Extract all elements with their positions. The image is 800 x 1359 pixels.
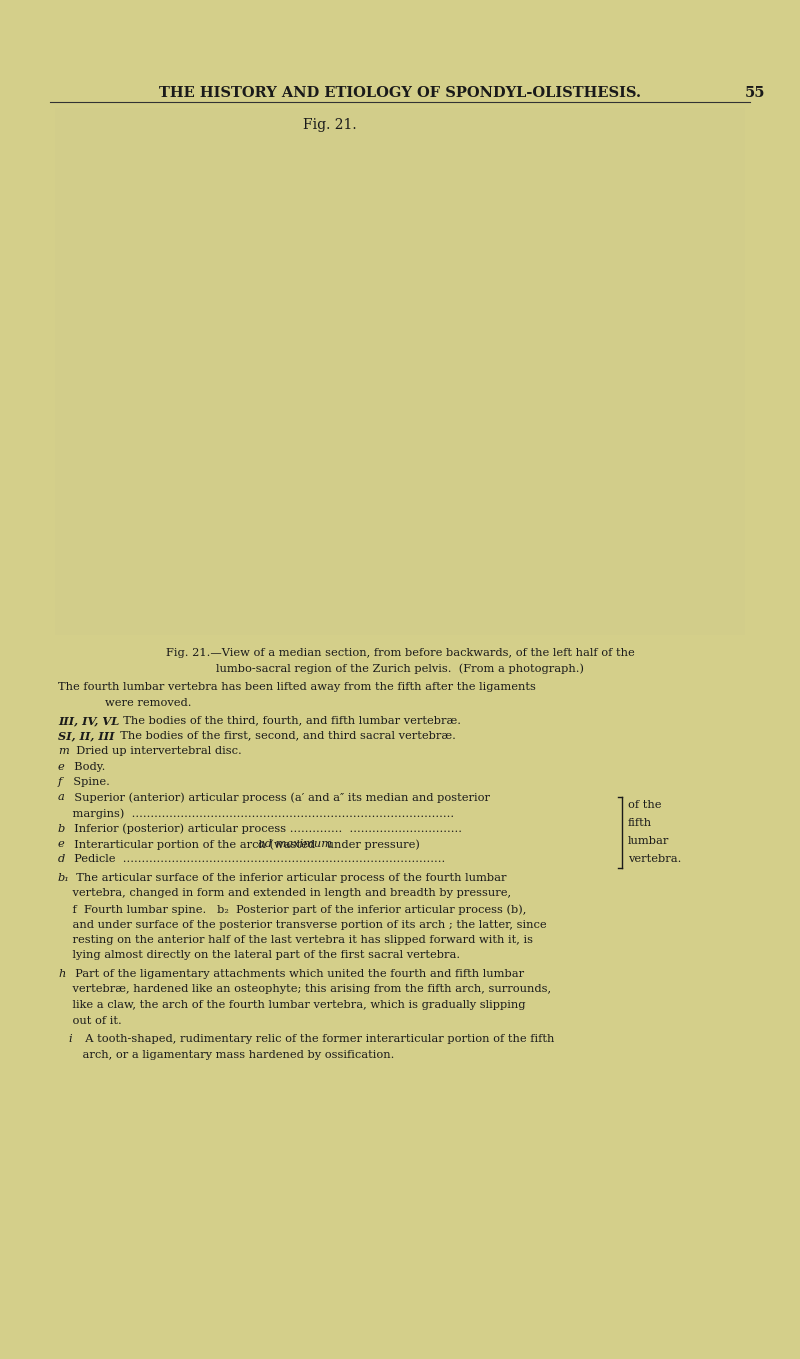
Text: Superior (anterior) articular process (a′ and a″ its median and posterior: Superior (anterior) articular process (a… bbox=[67, 792, 490, 803]
Text: fifth: fifth bbox=[628, 818, 652, 829]
Text: 55: 55 bbox=[745, 86, 766, 101]
Text: lumbo-sacral region of the Zurich pelvis.  (From a photograph.): lumbo-sacral region of the Zurich pelvis… bbox=[216, 663, 584, 674]
Text: Pedicle  .......................................................................: Pedicle ................................… bbox=[67, 855, 446, 864]
Text: margins)  ......................................................................: margins) ...............................… bbox=[58, 809, 454, 818]
Text: were removed.: were removed. bbox=[105, 697, 191, 708]
Text: resting on the anterior half of the last vertebra it has slipped forward with it: resting on the anterior half of the last… bbox=[58, 935, 533, 945]
Text: d: d bbox=[58, 855, 66, 864]
Text: The bodies of the third, fourth, and fifth lumbar vertebræ.: The bodies of the third, fourth, and fif… bbox=[116, 715, 461, 724]
Text: III, IV, VL: III, IV, VL bbox=[58, 715, 119, 726]
Text: and under surface of the posterior transverse portion of its arch ; the latter, : and under surface of the posterior trans… bbox=[58, 920, 546, 930]
Text: lumbar: lumbar bbox=[628, 836, 670, 847]
Text: h: h bbox=[58, 969, 66, 978]
Text: e: e bbox=[58, 839, 65, 849]
Text: like a claw, the arch of the fourth lumbar vertebra, which is gradually slipping: like a claw, the arch of the fourth lumb… bbox=[58, 1000, 526, 1010]
Text: lying almost directly on the lateral part of the first sacral vertebra.: lying almost directly on the lateral par… bbox=[58, 950, 460, 961]
Text: e: e bbox=[58, 761, 65, 772]
Text: Spine.: Spine. bbox=[66, 777, 110, 787]
Text: a: a bbox=[58, 792, 65, 803]
Text: under pressure): under pressure) bbox=[323, 839, 420, 849]
Text: vertebra, changed in form and extended in length and breadth by pressure,: vertebra, changed in form and extended i… bbox=[58, 889, 511, 898]
Text: Part of the ligamentary attachments which united the fourth and fifth lumbar: Part of the ligamentary attachments whic… bbox=[68, 969, 524, 978]
Text: m: m bbox=[58, 746, 69, 756]
Text: arch, or a ligamentary mass hardened by ossification.: arch, or a ligamentary mass hardened by … bbox=[68, 1049, 394, 1060]
Text: A tooth-shaped, rudimentary relic of the former interarticular portion of the fi: A tooth-shaped, rudimentary relic of the… bbox=[78, 1034, 554, 1044]
Text: Body.: Body. bbox=[67, 761, 106, 772]
Text: b: b bbox=[58, 824, 66, 833]
Text: Fig. 21.—View of a median section, from before backwards, of the left half of th: Fig. 21.—View of a median section, from … bbox=[166, 648, 634, 658]
Text: f: f bbox=[58, 777, 62, 787]
Text: of the: of the bbox=[628, 800, 662, 810]
Text: SI, II, III: SI, II, III bbox=[58, 731, 114, 742]
Text: out of it.: out of it. bbox=[58, 1015, 122, 1026]
Text: b₁: b₁ bbox=[58, 872, 70, 883]
Text: The articular surface of the inferior articular process of the fourth lumbar: The articular surface of the inferior ar… bbox=[69, 872, 506, 883]
Text: f  Fourth lumbar spine.   b₂  Posterior part of the inferior articular process (: f Fourth lumbar spine. b₂ Posterior part… bbox=[58, 904, 526, 915]
Bar bbox=[55, 107, 745, 635]
Text: Interarticular portion of the arch (wasted: Interarticular portion of the arch (wast… bbox=[67, 839, 318, 849]
Text: THE HISTORY AND ETIOLOGY OF SPONDYL-OLISTHESIS.: THE HISTORY AND ETIOLOGY OF SPONDYL-OLIS… bbox=[159, 86, 641, 101]
Text: Dried up intervertebral disc.: Dried up intervertebral disc. bbox=[69, 746, 242, 756]
Text: Fig. 21.: Fig. 21. bbox=[303, 118, 357, 132]
Text: vertebræ, hardened like an osteophyte; this arising from the fifth arch, surroun: vertebræ, hardened like an osteophyte; t… bbox=[58, 984, 551, 995]
Text: The bodies of the first, second, and third sacral vertebræ.: The bodies of the first, second, and thi… bbox=[113, 731, 456, 741]
Text: vertebra.: vertebra. bbox=[628, 853, 682, 864]
Text: Inferior (posterior) articular process ..............  .........................: Inferior (posterior) articular process .… bbox=[67, 824, 462, 834]
Text: i: i bbox=[68, 1034, 72, 1044]
Text: ad maximum: ad maximum bbox=[258, 839, 332, 849]
Text: The fourth lumbar vertebra has been lifted away from the fifth after the ligamen: The fourth lumbar vertebra has been lift… bbox=[58, 682, 536, 692]
